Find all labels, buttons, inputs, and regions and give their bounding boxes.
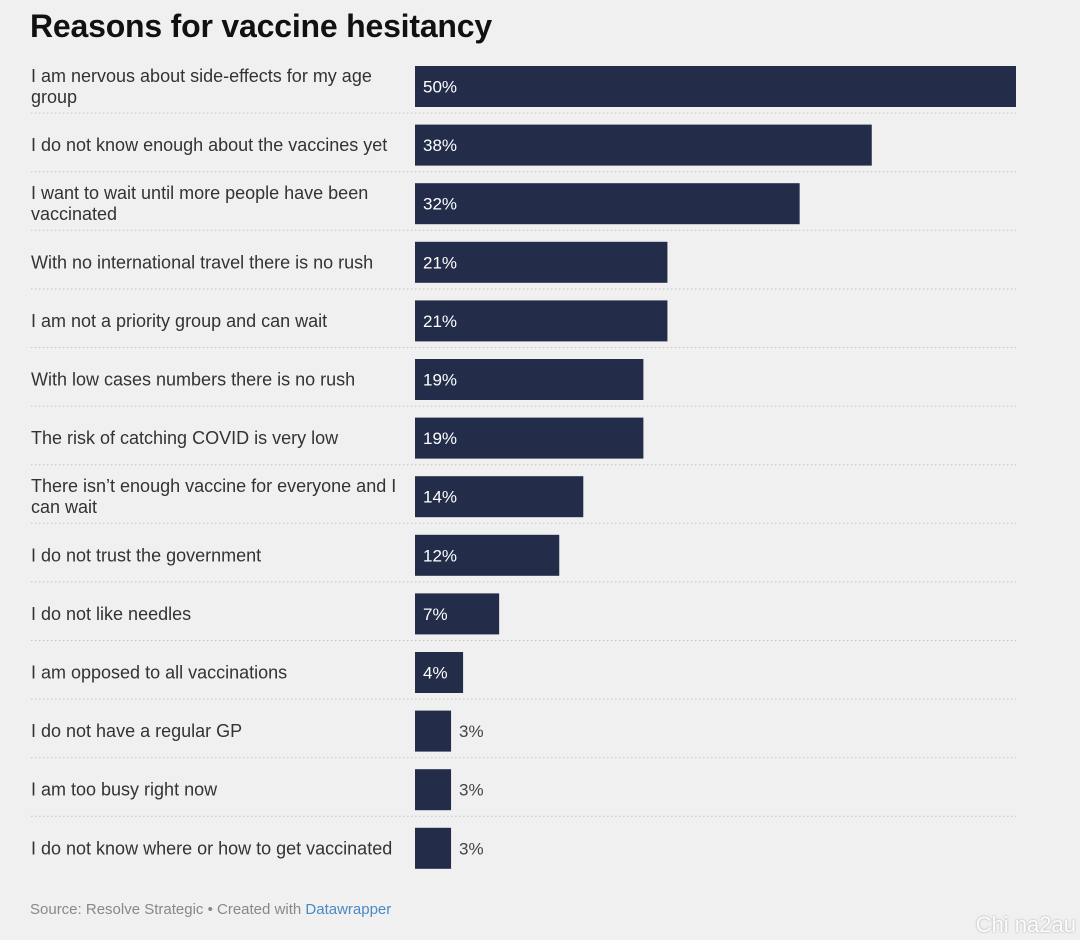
value-label: 12% <box>423 546 457 565</box>
value-label: 3% <box>459 839 484 858</box>
value-label: 19% <box>423 371 457 390</box>
value-label: 4% <box>423 664 448 683</box>
bar <box>415 183 800 225</box>
category-label: I do not like needles <box>31 604 191 624</box>
category-label: There isn’t enough vaccine for everyone … <box>31 476 396 517</box>
category-label: I do not trust the government <box>31 545 261 565</box>
chart-title: Reasons for vaccine hesitancy <box>30 8 492 44</box>
bar <box>415 300 668 342</box>
category-label: I am nervous about side-effects for my a… <box>31 66 372 107</box>
value-label: 19% <box>423 429 457 448</box>
bar <box>415 652 464 693</box>
category-label: With no international travel there is no… <box>31 252 373 272</box>
value-label: 14% <box>423 488 457 507</box>
bar <box>415 593 500 635</box>
value-label: 7% <box>423 605 448 624</box>
category-label: I am too busy right now <box>31 780 218 800</box>
watermark: Chi na2au <box>975 912 1076 937</box>
value-label: 3% <box>459 781 484 800</box>
bar-chart: I am nervous about side-effects for my a… <box>31 66 1016 869</box>
bar <box>415 417 644 459</box>
category-label: I do not know enough about the vaccines … <box>31 135 387 155</box>
value-label: 21% <box>423 312 457 331</box>
category-label: I do not know where or how to get vaccin… <box>31 838 392 858</box>
bar <box>415 534 560 576</box>
category-label: The risk of catching COVID is very low <box>31 428 339 448</box>
bar <box>415 476 584 518</box>
bar <box>415 769 452 811</box>
bar <box>415 827 452 869</box>
bar <box>415 359 644 400</box>
value-label: 21% <box>423 253 457 272</box>
bar <box>415 241 668 283</box>
category-label: I am opposed to all vaccinations <box>31 663 287 683</box>
category-label: I want to wait until more people have be… <box>31 183 368 224</box>
category-label: I am not a priority group and can wait <box>31 311 327 331</box>
category-label: With low cases numbers there is no rush <box>31 370 355 390</box>
value-label: 3% <box>459 722 484 741</box>
bar <box>415 124 872 166</box>
value-label: 32% <box>423 195 457 214</box>
bar <box>415 66 1016 107</box>
datawrapper-link[interactable]: Datawrapper <box>305 901 392 918</box>
chart-footer: Source: Resolve Strategic • Created with… <box>30 901 391 918</box>
value-label: 50% <box>423 78 457 97</box>
bar <box>415 710 452 752</box>
value-label: 38% <box>423 136 457 155</box>
category-label: I do not have a regular GP <box>31 721 242 741</box>
source-text: Source: Resolve Strategic • Created with <box>30 901 306 918</box>
